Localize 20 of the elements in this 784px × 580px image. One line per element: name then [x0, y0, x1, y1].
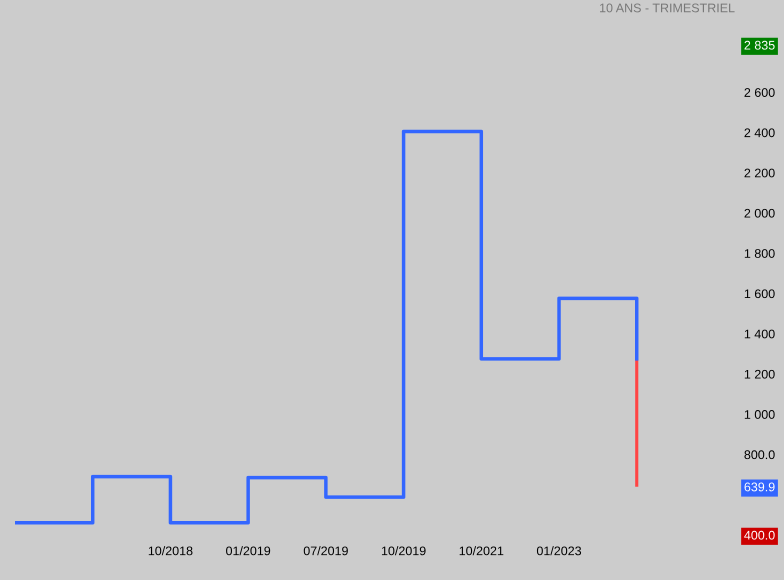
y-tick-label: 1 400	[744, 330, 775, 338]
y-tick-label: 1 200	[744, 370, 775, 379]
y-tick-label: 800.0	[744, 450, 775, 460]
x-tick-label: 10/2019	[382, 546, 426, 556]
y-tick-label: 2 400	[744, 128, 775, 138]
y-tick-label: 639.9	[744, 482, 775, 492]
x-tick-label: 01/2019	[226, 546, 270, 556]
x-tick-label: 07/2019	[304, 546, 348, 556]
y-tick-label: 1 000	[744, 410, 775, 419]
x-tick-label: 10/2021	[460, 546, 504, 556]
y-tick-label: 2 835	[744, 40, 775, 50]
y-tick-label: 400.0	[744, 530, 775, 540]
chart-subtitle: 10 ANS - TRIMESTRIEL	[600, 4, 735, 12]
y-tick-label: 2 600	[744, 88, 775, 97]
y-tick-label: 1 800	[744, 249, 775, 258]
y-tick-label: 1 600	[744, 289, 775, 298]
x-tick-label: 01/2023	[536, 546, 582, 556]
y-tick-label: 2 200	[744, 168, 775, 178]
x-tick-label: 10/2018	[148, 546, 192, 556]
y-tick-label: 2 000	[744, 208, 775, 218]
